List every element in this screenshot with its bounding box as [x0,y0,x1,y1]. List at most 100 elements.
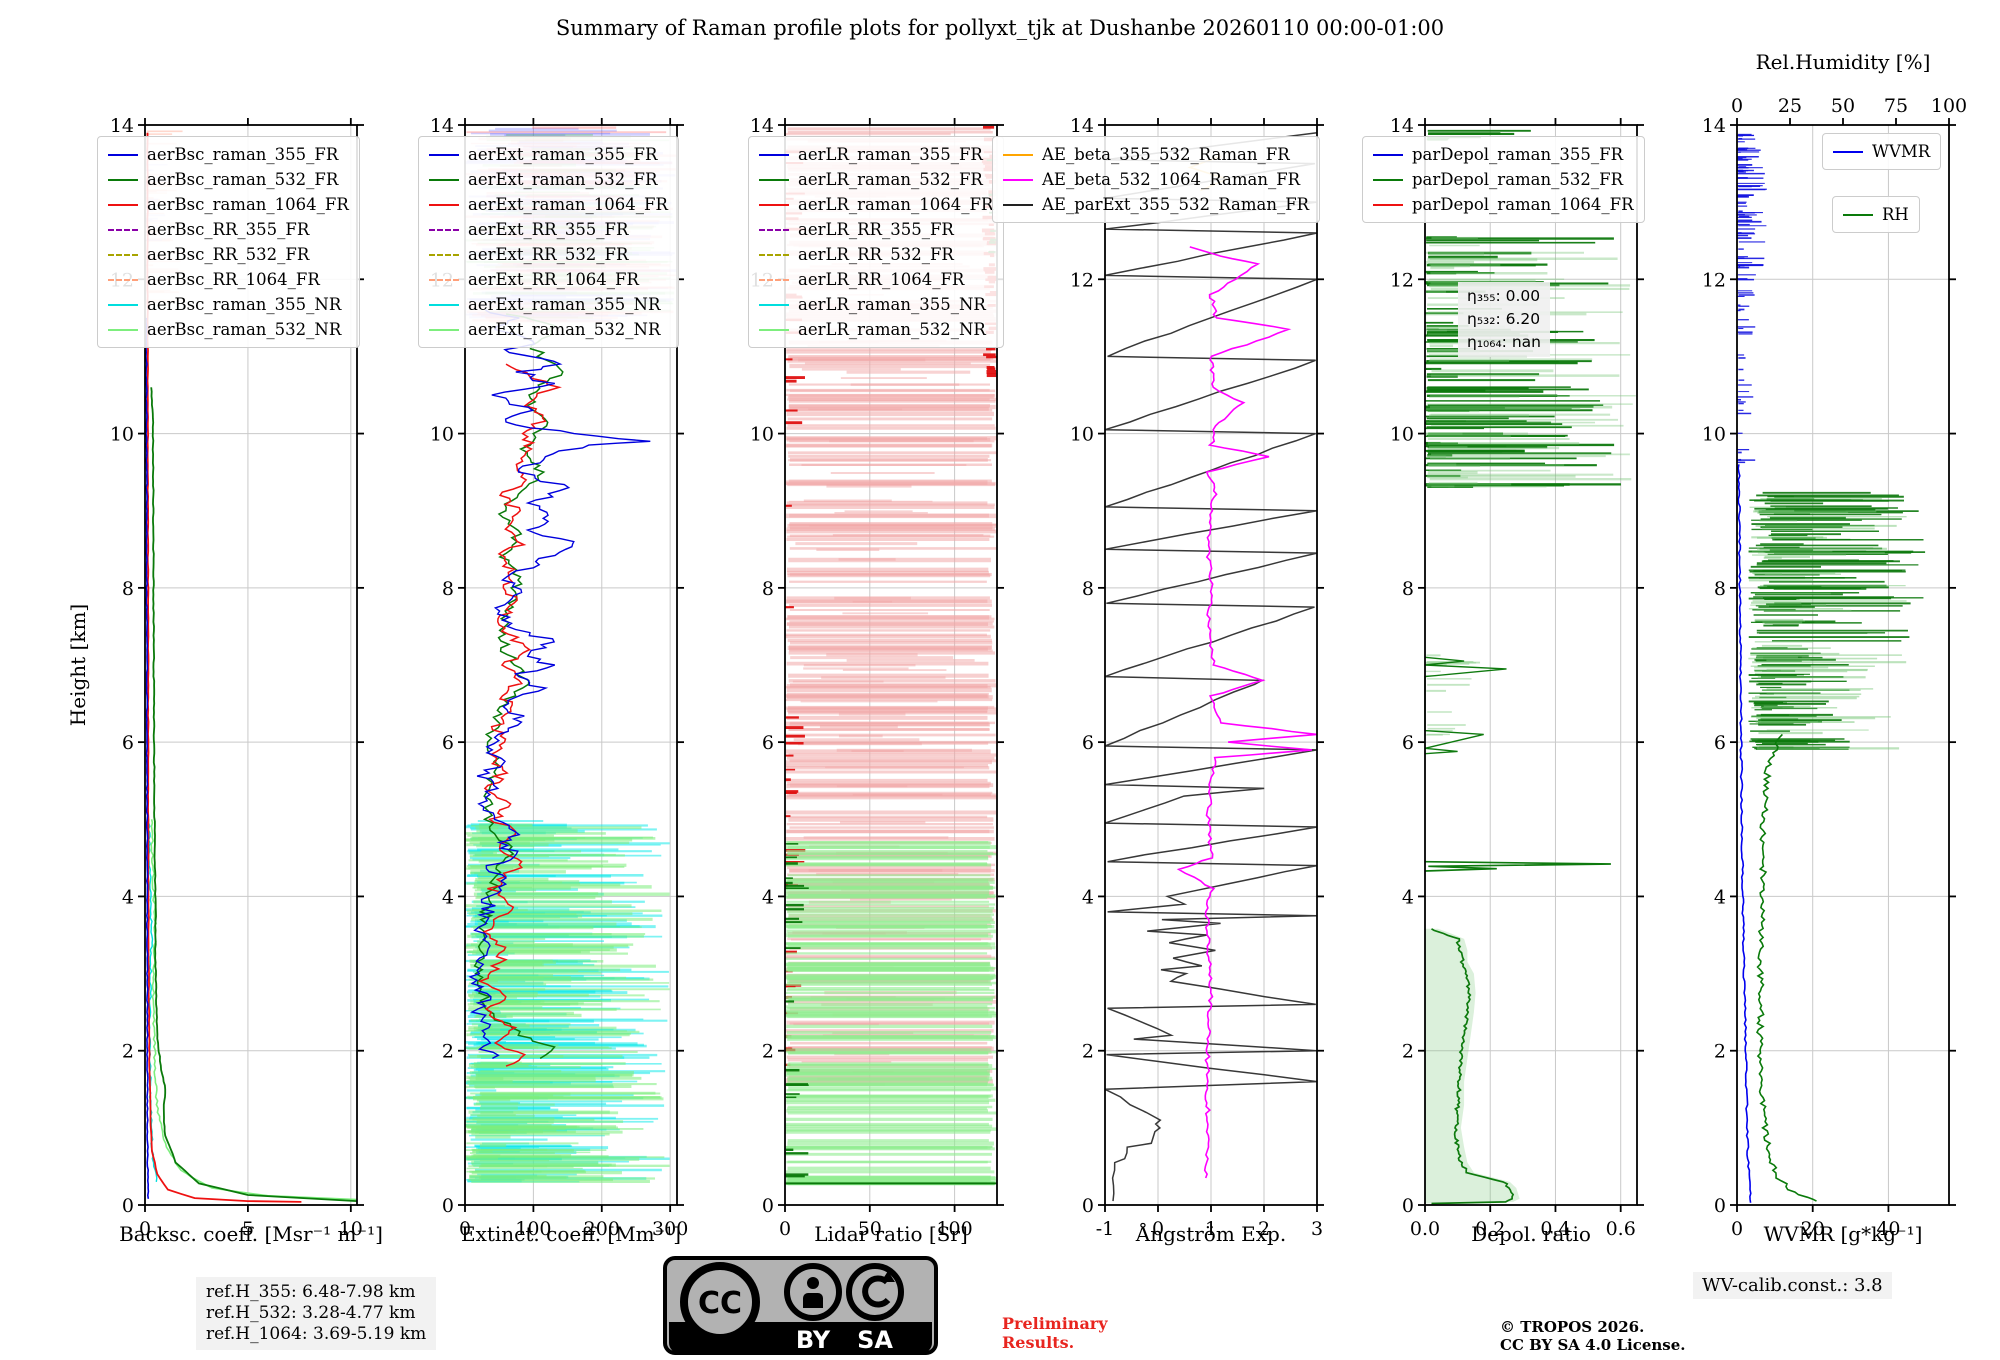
legend-line-sample [429,178,459,181]
legend-entry: aerLR_raman_532_FR [759,167,993,192]
top-axis-label-rh: Rel.Humidity [%] [1755,50,1931,74]
legend-label: aerLR_raman_532_FR [798,170,983,189]
legend-line-sample [1003,153,1033,156]
legend-entry: aerBsc_raman_532_FR [108,167,349,192]
legend-label: aerLR_raman_532_NR [798,320,986,339]
x-tick-label: 200 [584,1218,620,1240]
y-tick-label: 10 [110,424,134,446]
legend-entry: WVMR [1833,139,1930,164]
legend-entry: aerBsc_raman_532_NR [108,317,349,342]
legend-line-sample [759,328,789,331]
legend-label: RH [1882,205,1909,224]
legend-extinction: aerExt_raman_355_FR aerExt_raman_532_FR ae… [418,136,679,348]
y-tick-label: 0 [1082,1195,1094,1217]
series-AE_beta_532_1064_Raman_FR [1176,246,1318,1179]
legend-label: aerExt_raman_355_FR [468,145,658,164]
y-tick-label: 8 [1714,578,1726,600]
y-tick-label: 10 [1070,424,1094,446]
legend-entry: aerExt_raman_355_NR [429,292,668,317]
y-tick-label: 14 [750,115,774,137]
series-aerBsc_raman_532_NR [150,819,358,1201]
x-tick-label: 10 [339,1218,363,1240]
person-body [803,1293,823,1308]
legend-wvmr-rh: WVMR [1822,133,1942,170]
legend-line-sample [429,203,459,206]
legend-line-sample [108,328,138,331]
y-tick-label: 0 [762,1195,774,1217]
y-tick-label: 0 [1402,1195,1414,1217]
x-tick-label: 300 [652,1218,688,1240]
y-tick-label: 0 [122,1195,134,1217]
preliminary-results-note: Preliminary Results. [1002,1314,1108,1352]
legend-label: aerBsc_raman_355_NR [147,295,342,314]
tropos-line-1: © TROPOS 2026. [1500,1318,1645,1336]
person-head [807,1277,819,1289]
x-tick-label: 0.2 [1475,1218,1505,1240]
legend-entry: aerBsc_RR_532_FR [108,242,349,267]
legend-label: WVMR [1872,142,1931,161]
sa-arrow-icon [846,1263,904,1321]
legend-label: aerExt_RR_1064_FR [468,270,639,289]
legend-label: aerBsc_RR_355_FR [147,220,310,239]
series-aerExt_raman_355_FR [468,309,651,1060]
y-tick-label: 8 [1082,578,1094,600]
x-label-wvmr: WVMR [g*kg⁻¹] [1763,1222,1923,1246]
eta-line: η₅₃₂: 6.20 [1467,310,1541,328]
legend-label: parDepol_raman_1064_FR [1412,195,1634,214]
legend-entry: aerBsc_raman_1064_FR [108,192,349,217]
y-tick-label: 12 [1390,269,1414,291]
legend-entry: aerLR_raman_1064_FR [759,192,993,217]
legend-entry: aerExt_raman_355_FR [429,142,668,167]
legend-label: aerBsc_RR_1064_FR [147,270,320,289]
legend-entry: aerExt_raman_1064_FR [429,192,668,217]
badge-sa-text: SA [857,1326,893,1354]
legend-label: aerLR_raman_1064_FR [798,195,994,214]
legend-label: aerExt_raman_355_NR [468,295,661,314]
reference-height-box: ref.H_355: 6.48-7.98 km ref.H_532: 3.28-… [196,1277,437,1350]
legend-label: aerLR_raman_355_FR [798,145,983,164]
y-tick-label: 10 [1390,424,1414,446]
y-tick-label: 4 [442,886,454,908]
y-tick-label: 0 [1714,1195,1726,1217]
legend-line-sample [429,228,459,231]
y-tick-label: 2 [122,1041,134,1063]
legend-wvmr-rh: RH [1832,196,1920,233]
ref-h-1064: ref.H_1064: 3.69-5.19 km [206,1324,427,1344]
legend-label: aerBsc_RR_532_FR [147,245,310,264]
legend-line-sample [1003,178,1033,181]
eta-line: η₁₀₆₄: nan [1467,333,1541,351]
y-tick-label: 8 [122,578,134,600]
legend-line-sample [429,153,459,156]
sa-arrow-head [881,1271,895,1282]
legend-label: aerBsc_raman_532_FR [147,170,339,189]
x-tick-label: 20 [1801,1218,1825,1240]
legend-entry: aerExt_RR_355_FR [429,217,668,242]
x-tick-label: 40 [1876,1218,1900,1240]
legend-label: aerExt_raman_532_NR [468,320,661,339]
x-tick-label: 0 [459,1218,471,1240]
legend-label: aerExt_RR_532_FR [468,245,629,264]
preliminary-line-1: Preliminary [1002,1314,1108,1333]
y-tick-label: 4 [762,886,774,908]
legend-line-sample [759,303,789,306]
x-label-backscatter: Backsc. coeff. [Msr⁻¹ m⁻¹] [119,1222,383,1246]
y-tick-label: 14 [1390,115,1414,137]
y-tick-label: 6 [1402,732,1414,754]
legend-label: aerLR_RR_355_FR [798,220,954,239]
y-tick-label: 4 [1714,886,1726,908]
y-tick-label: 10 [1702,424,1726,446]
legend-entry: parDepol_raman_1064_FR [1373,192,1634,217]
legend-entry: aerLR_RR_1064_FR [759,267,993,292]
y-tick-label: 12 [1070,269,1094,291]
legend-entry: parDepol_raman_355_FR [1373,142,1634,167]
series-aerBsc_raman_355_NR [147,819,158,1182]
x-label-extinction: Extinct. coeff. [Mm⁻¹] [460,1222,682,1246]
x-tick-label: 5 [242,1218,254,1240]
legend-line-sample [1373,203,1403,206]
legend-label: AE_beta_532_1064_Raman_FR [1042,170,1301,189]
legend-entry: RH [1843,202,1909,227]
legend-line-sample [429,253,459,256]
y-tick-label: 2 [1714,1041,1726,1063]
legend-entry: parDepol_raman_532_FR [1373,167,1634,192]
legend-entry: aerLR_raman_355_FR [759,142,993,167]
